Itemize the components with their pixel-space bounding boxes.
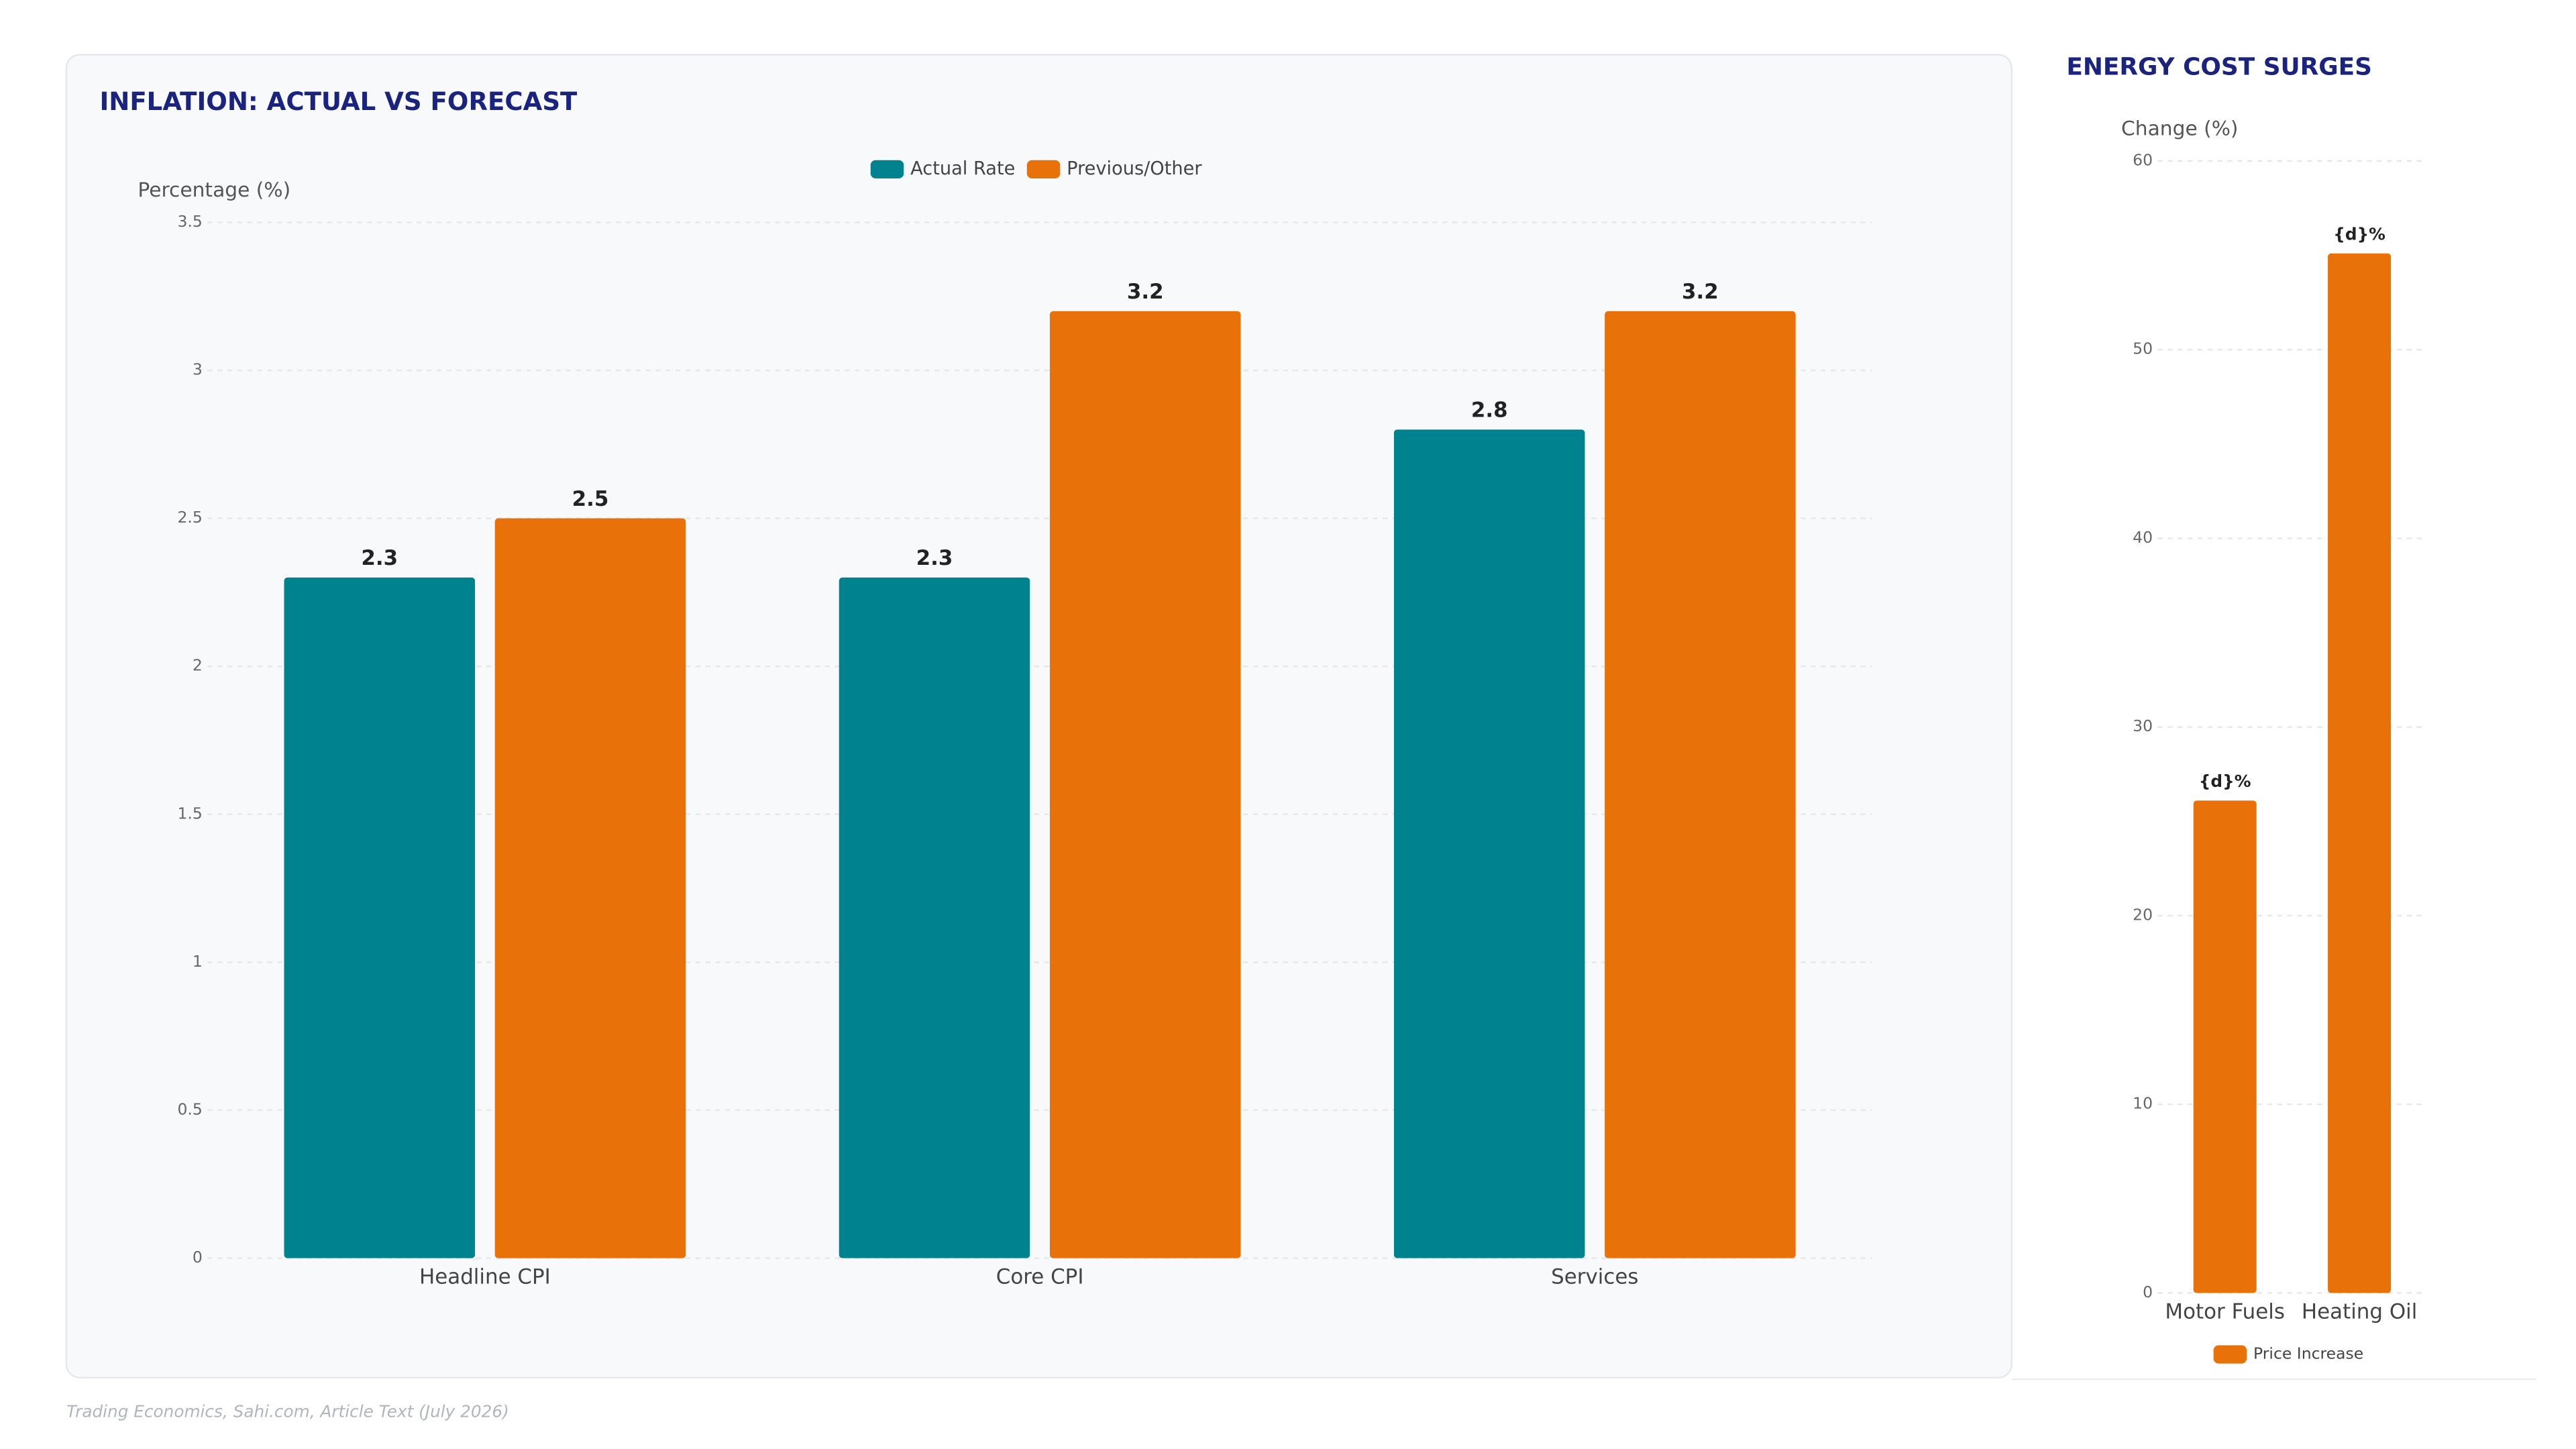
legend-swatch: [2213, 1345, 2247, 1364]
x-tick-label: Headline CPI: [419, 1265, 551, 1289]
y-tick-label: 40: [2133, 528, 2153, 547]
y-tick-label: 3.5: [177, 212, 202, 231]
chart-title: ENERGY COST SURGES: [2066, 53, 2372, 80]
bar: [494, 518, 686, 1258]
y-tick-label: 20: [2133, 905, 2153, 924]
x-tick-label: Heating Oil: [2302, 1300, 2417, 1324]
value-label: 3.2: [1127, 280, 1164, 304]
x-tick-label: Core CPI: [996, 1265, 1084, 1289]
bar: [1605, 311, 1796, 1258]
value-label: 2.8: [1471, 398, 1508, 423]
y-tick-label: 1: [193, 952, 203, 971]
value-label: {d}%: [2333, 225, 2385, 244]
y-tick-label: 10: [2133, 1094, 2153, 1113]
x-tick-label: Motor Fuels: [2165, 1300, 2285, 1324]
y-tick-label: 50: [2133, 339, 2153, 358]
legend-swatch: [870, 160, 904, 178]
bar: [2328, 253, 2392, 1293]
value-label: 3.2: [1682, 280, 1719, 304]
y-tick-label: 2: [193, 656, 203, 675]
value-label: 2.5: [572, 487, 609, 511]
value-label: {d}%: [2199, 771, 2251, 791]
value-label: 2.3: [916, 546, 953, 570]
y-tick-label: 1.5: [177, 804, 202, 822]
legend-label: Previous/Other: [1067, 158, 1202, 179]
y-tick-label: 2.5: [177, 508, 202, 527]
y-axis-label: Change (%): [2121, 117, 2238, 140]
chart-title: INFLATION: ACTUAL VS FORECAST: [99, 87, 578, 116]
y-tick-label: 60: [2133, 150, 2153, 169]
y-tick-label: 0: [193, 1248, 203, 1267]
source: Trading Economics, Sahi.com, Article Tex…: [66, 1402, 509, 1421]
y-tick-label: 30: [2133, 716, 2153, 735]
x-tick-label: Services: [1551, 1265, 1638, 1289]
legend-swatch: [1026, 160, 1061, 178]
bar: [284, 577, 476, 1258]
y-tick-label: 0: [2143, 1283, 2153, 1301]
y-axis-label: Percentage (%): [138, 178, 290, 202]
bar: [1049, 311, 1241, 1258]
value-label: 2.3: [361, 546, 398, 570]
bar: [1393, 429, 1585, 1258]
legend-label: Price Increase: [2253, 1344, 2363, 1362]
bar: [2193, 800, 2257, 1293]
y-tick-label: 0.5: [177, 1099, 202, 1118]
bar: [839, 577, 1030, 1258]
legend-label: Actual Rate: [910, 158, 1015, 179]
y-tick-label: 3: [193, 360, 203, 379]
